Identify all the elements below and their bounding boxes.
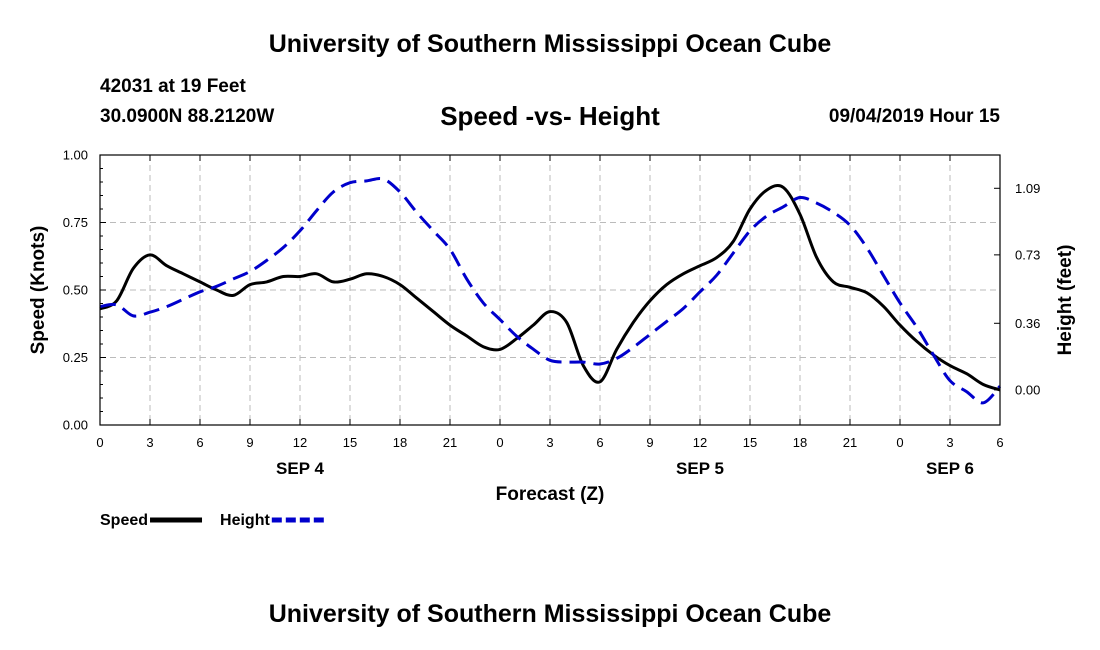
legend-label-height: Height	[220, 512, 270, 529]
station-label: 42031 at 19 Feet	[100, 76, 246, 97]
datetime-label: 09/04/2019 Hour 15	[828, 106, 1000, 127]
legend-label-speed: Speed	[100, 512, 148, 529]
x-tick-label: 3	[146, 435, 153, 450]
y-left-axis-title: Speed (Knots)	[28, 226, 49, 355]
x-tick-label: 15	[343, 435, 357, 450]
y-left-tick-label: 0.75	[63, 215, 88, 230]
x-tick-label: 0	[496, 435, 503, 450]
y-right-axis-title: Height (feet)	[1055, 245, 1076, 356]
y-left-tick-label: 0.25	[63, 350, 88, 365]
x-tick-label: 6	[996, 435, 1003, 450]
x-tick-label: 21	[843, 435, 857, 450]
x-tick-label: 0	[896, 435, 903, 450]
legend: Speed Height	[100, 512, 324, 529]
x-tick-label: 0	[96, 435, 103, 450]
series-line-speed	[99, 184, 1001, 392]
y-right-tick-label: 1.09	[1015, 181, 1040, 196]
y-left-tick-label: 1.00	[63, 148, 88, 163]
grid	[100, 155, 1000, 425]
series-line-height	[99, 176, 1002, 405]
x-tick-label: 21	[443, 435, 457, 450]
top-title: University of Southern Mississippi Ocean…	[268, 30, 832, 58]
y-left-tick-label: 0.00	[63, 418, 88, 433]
coordinates-label: 30.0900N 88.2120W	[100, 106, 275, 127]
x-tick-label: 6	[596, 435, 603, 450]
x-tick-label: 18	[393, 435, 407, 450]
x-tick-label: 15	[743, 435, 757, 450]
y-right-tick-label: 0.73	[1015, 247, 1040, 262]
x-axis-title: Forecast (Z)	[496, 484, 605, 505]
series-layer	[99, 176, 1002, 405]
x-tick-label: 3	[946, 435, 953, 450]
x-tick-label: 9	[246, 435, 253, 450]
x-tick-label: 12	[293, 435, 307, 450]
x-tick-label: 12	[693, 435, 707, 450]
x-tick-label: 9	[646, 435, 653, 450]
x-tick-label: 6	[196, 435, 203, 450]
y-right-tick-label: 0.36	[1015, 316, 1040, 331]
date-label: SEP 4	[276, 459, 324, 478]
chart-title: Speed -vs- Height	[440, 101, 660, 131]
bottom-title: University of Southern Mississippi Ocean…	[268, 600, 832, 628]
y-left-tick-label: 0.50	[63, 283, 88, 298]
x-tick-label: 3	[546, 435, 553, 450]
date-label: SEP 6	[926, 459, 974, 478]
date-label: SEP 5	[676, 459, 724, 478]
y-right-tick-label: 0.00	[1015, 382, 1040, 397]
x-tick-label: 18	[793, 435, 807, 450]
ticks	[99, 154, 1001, 426]
labels: 0 3 6 9 12 15 18 21 0 3 6 9 12 15 18 21 0 3 6 0.00 0.25 0.50 0…	[28, 148, 1076, 506]
